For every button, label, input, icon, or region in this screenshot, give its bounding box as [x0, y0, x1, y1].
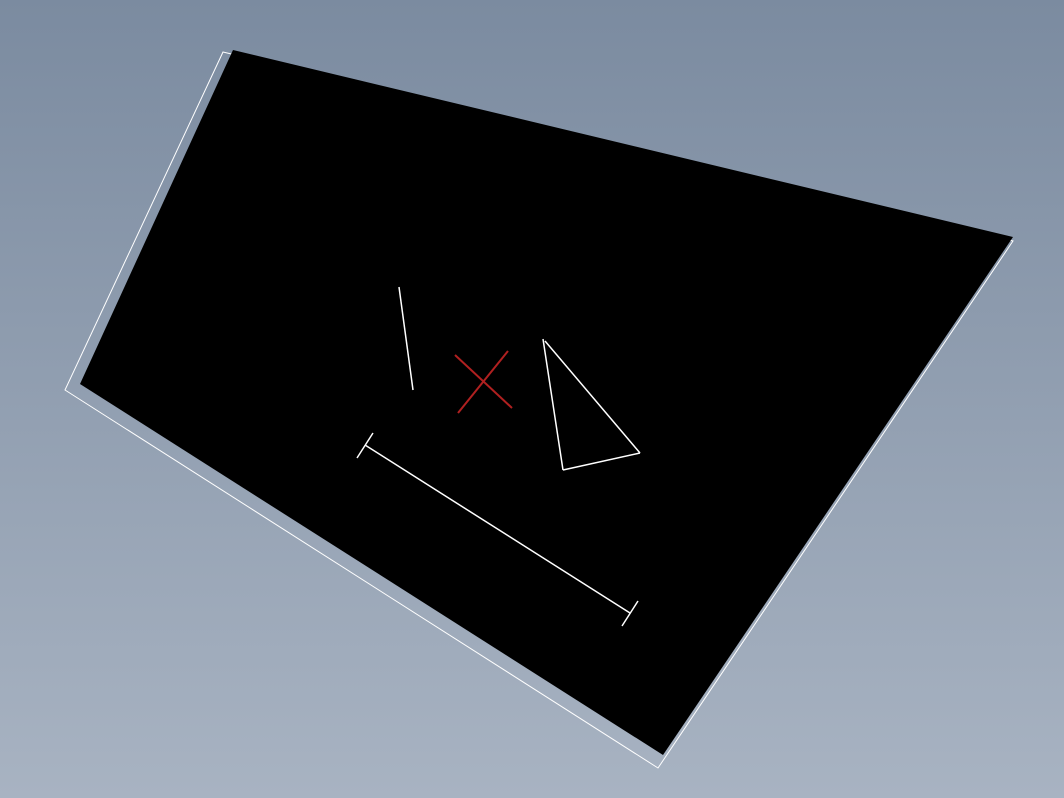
- cad-viewport[interactable]: [0, 0, 1064, 798]
- cad-canvas-svg[interactable]: [0, 0, 1064, 798]
